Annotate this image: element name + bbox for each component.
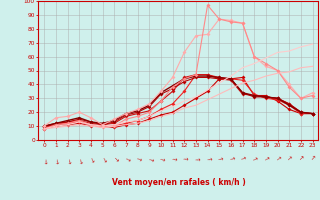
- Text: ↗: ↗: [123, 156, 129, 162]
- Text: ↗: ↗: [251, 156, 258, 162]
- Text: ↗: ↗: [64, 156, 71, 163]
- Text: ↗: ↗: [76, 156, 83, 163]
- Text: ↗: ↗: [41, 156, 48, 163]
- Text: ↗: ↗: [310, 156, 316, 161]
- Text: ↗: ↗: [216, 156, 223, 163]
- Text: ↗: ↗: [263, 156, 269, 162]
- Text: ↗: ↗: [192, 156, 200, 163]
- Text: ↗: ↗: [100, 156, 106, 162]
- Text: ↗: ↗: [169, 156, 176, 163]
- Text: ↗: ↗: [228, 156, 235, 163]
- Text: ↗: ↗: [180, 156, 188, 163]
- Text: ↗: ↗: [286, 156, 292, 161]
- Text: ↗: ↗: [146, 156, 153, 163]
- Text: ↗: ↗: [112, 156, 117, 161]
- Text: ↗: ↗: [298, 156, 304, 161]
- Text: ↗: ↗: [239, 156, 246, 163]
- Text: ↗: ↗: [88, 156, 94, 163]
- Text: ↗: ↗: [157, 156, 164, 163]
- Text: ↗: ↗: [275, 156, 281, 162]
- Text: ↗: ↗: [52, 156, 60, 163]
- Text: Vent moyen/en rafales ( km/h ): Vent moyen/en rafales ( km/h ): [112, 178, 245, 187]
- Text: ↗: ↗: [134, 156, 141, 163]
- Text: ↗: ↗: [204, 156, 211, 163]
